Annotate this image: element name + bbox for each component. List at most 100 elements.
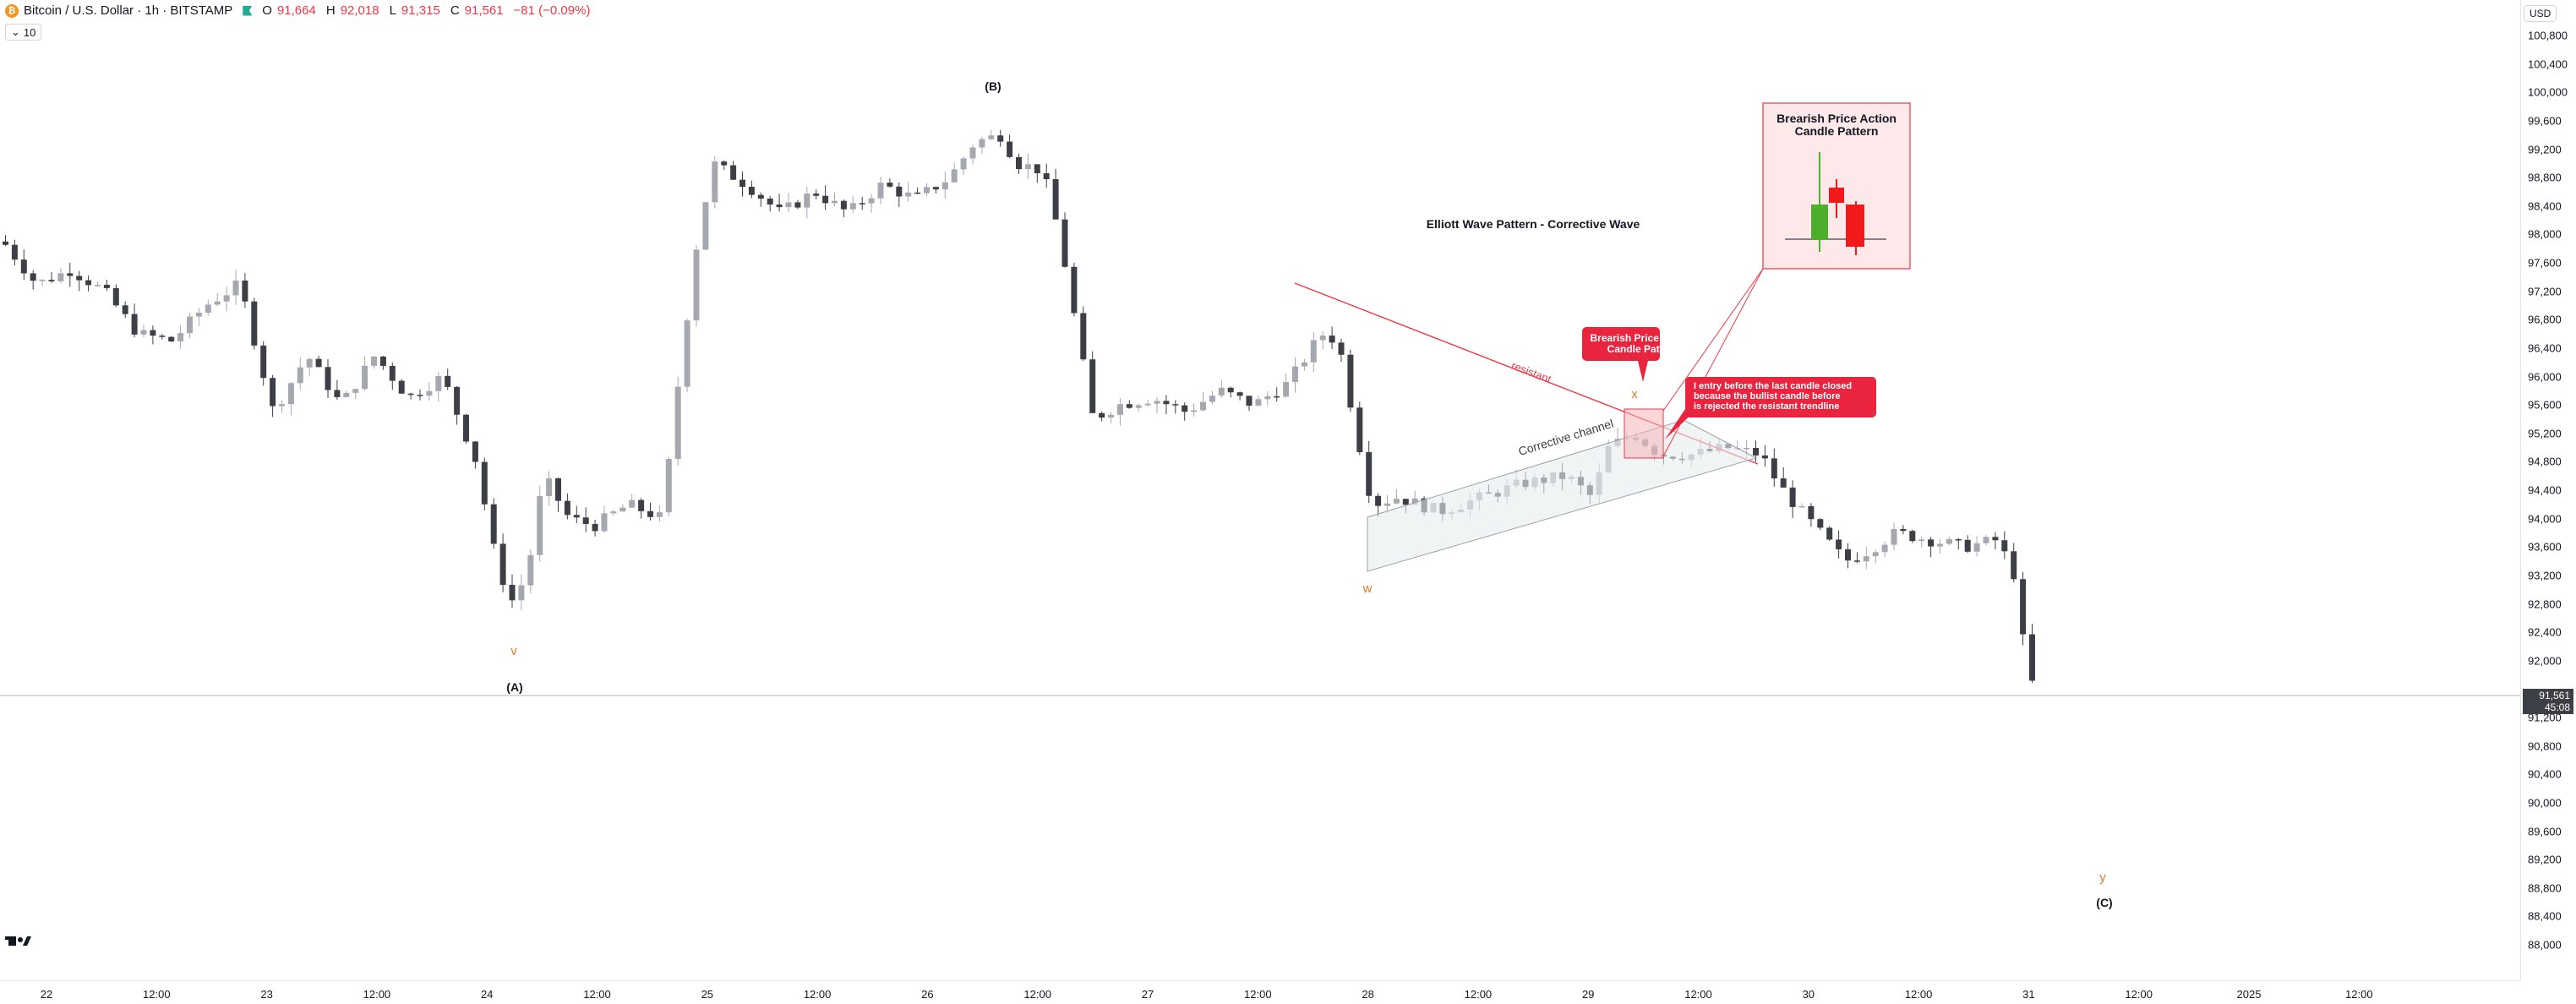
- candle-body: [1062, 219, 1068, 267]
- candle-body: [362, 365, 368, 390]
- close-label: C: [450, 3, 460, 18]
- candle-body: [2029, 634, 2035, 681]
- price-axis[interactable]: USD 100,800 100,400 100,000 99,600 99,200 98,…: [2520, 0, 2576, 980]
- candle-body: [601, 513, 608, 532]
- candle-body: [914, 192, 921, 194]
- chart-area[interactable]: resistant Corrective channel Brearish Pr…: [0, 0, 2520, 980]
- candle-body: [20, 259, 27, 274]
- low-value: 91,315: [401, 3, 440, 18]
- candle-body: [490, 504, 497, 544]
- candle-body: [1163, 401, 1170, 405]
- candle-body: [30, 273, 36, 281]
- candle-body: [1089, 359, 1096, 413]
- candle-body: [445, 375, 451, 387]
- box-connector-top: [1662, 268, 1764, 412]
- candle-body: [435, 375, 442, 391]
- candle-body: [712, 161, 718, 203]
- price-tick: 94,800: [2528, 455, 2562, 468]
- candle-body: [1393, 499, 1400, 504]
- price-tick: 89,600: [2528, 825, 2562, 838]
- price-tick: 90,000: [2528, 796, 2562, 810]
- candle-body: [1319, 336, 1326, 341]
- open-value: 91,664: [276, 3, 316, 18]
- candle-body: [1771, 458, 1777, 479]
- flag-icon[interactable]: [243, 5, 253, 16]
- candle-body: [287, 383, 294, 405]
- candle-body: [1973, 543, 1980, 552]
- candle-body: [776, 204, 783, 208]
- candle-body: [1744, 448, 1750, 450]
- candle-body: [969, 147, 976, 159]
- candle-body: [960, 158, 967, 170]
- candle-body: [849, 203, 856, 210]
- candle-body: [398, 380, 405, 394]
- candle-body: [610, 511, 617, 514]
- bear-candle-large: [1846, 205, 1864, 247]
- last-price-label: 91,561 45:08: [2523, 689, 2573, 714]
- time-tick: 26: [921, 988, 934, 1001]
- price-tick: 97,200: [2528, 285, 2562, 298]
- candle-body: [334, 390, 341, 397]
- candle-body: [150, 330, 156, 336]
- candle-body: [1356, 407, 1363, 453]
- candle-body: [1863, 556, 1869, 562]
- candle-body: [1955, 538, 1962, 541]
- time-axis[interactable]: 22 12:00 23 12:00 24 12:00 25 12:00 26 12:00 27 12:…: [0, 980, 2520, 1004]
- candle-body: [1126, 404, 1132, 408]
- candle-body: [177, 333, 184, 342]
- candle-body: [757, 194, 764, 199]
- chart-canvas[interactable]: resistant Corrective channel Brearish Pr…: [0, 0, 2520, 980]
- indicators-toggle[interactable]: ⌄ 10: [5, 24, 42, 41]
- wave-label-y: y: [2099, 870, 2106, 885]
- candle-body: [1016, 156, 1022, 170]
- candle-body: [270, 378, 276, 407]
- candle-body: [159, 336, 166, 337]
- price-tick: 100,800: [2528, 29, 2568, 42]
- candle-body: [1881, 544, 1888, 553]
- candle-body: [1928, 539, 1935, 547]
- candle-body: [214, 301, 221, 305]
- candle-body: [859, 203, 865, 205]
- candle-body: [140, 330, 147, 335]
- price-tick: 100,000: [2528, 85, 2568, 99]
- callout-pattern[interactable]: Brearish Price Action Candle Pattern: [1582, 327, 1695, 382]
- candle-body: [1366, 452, 1373, 496]
- callout-entry[interactable]: I entry before the last candle closed be…: [1665, 377, 1876, 439]
- candle-body: [1191, 410, 1198, 412]
- candle-body: [1024, 164, 1031, 170]
- price-tick: 88,800: [2528, 881, 2562, 895]
- candle-body: [979, 139, 985, 148]
- currency-button[interactable]: USD: [2524, 5, 2557, 22]
- price-tick: 95,200: [2528, 427, 2562, 440]
- candle-body: [1144, 403, 1151, 406]
- candle-body: [242, 280, 248, 302]
- candle-body: [1845, 548, 1851, 561]
- candle-body: [518, 585, 525, 601]
- candle-body: [352, 389, 359, 393]
- candle-body: [1154, 401, 1160, 404]
- tradingview-logo-icon[interactable]: [5, 936, 31, 946]
- candle-body: [297, 367, 303, 384]
- time-tick: 27: [1141, 988, 1154, 1001]
- time-tick: 12:00: [1023, 988, 1051, 1001]
- price-tick: 90,400: [2528, 767, 2562, 781]
- pattern-title: Elliott Wave Pattern - Corrective Wave: [1427, 217, 1640, 231]
- time-tick: 24: [480, 988, 494, 1001]
- candle-body: [941, 182, 948, 190]
- candle-body: [1964, 539, 1971, 552]
- symbol-title[interactable]: Bitcoin / U.S. Dollar · 1h · BITSTAMP: [24, 3, 233, 18]
- symbol-legend[interactable]: ₿ Bitcoin / U.S. Dollar · 1h · BITSTAMP …: [5, 3, 595, 18]
- bitcoin-logo-icon: ₿: [5, 3, 19, 18]
- candle-body: [997, 135, 1004, 142]
- candle-body: [1116, 404, 1123, 415]
- pattern-box[interactable]: Brearish Price Action Candle Pattern: [1762, 102, 1911, 270]
- candle-body: [1218, 387, 1225, 396]
- candle-body: [573, 515, 580, 518]
- candle-body: [638, 499, 645, 511]
- candle-body: [407, 393, 414, 396]
- candle-body: [76, 276, 83, 281]
- candle-body: [932, 187, 939, 190]
- candle-body: [988, 135, 995, 139]
- price-tick: 99,200: [2528, 143, 2562, 156]
- candle-body: [39, 280, 46, 281]
